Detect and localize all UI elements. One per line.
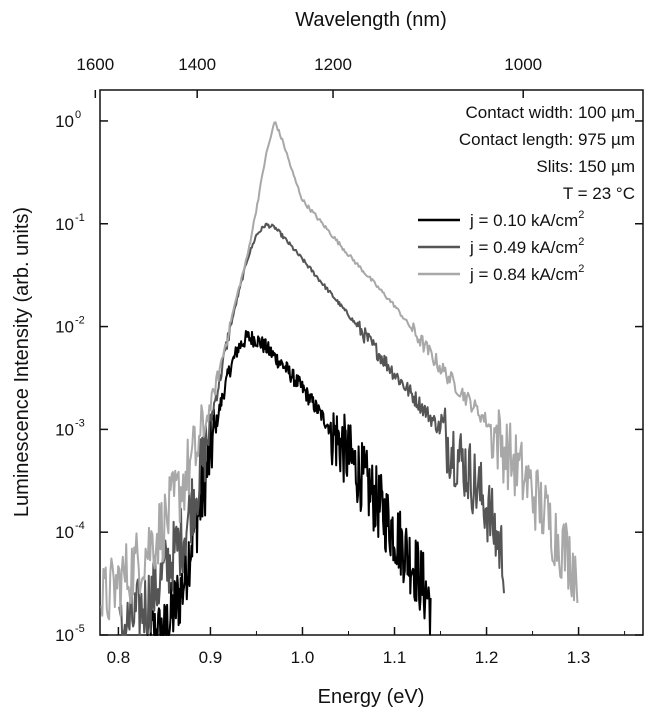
y-tick-exponent: -2 [75,315,85,327]
y-tick-label: 10 [55,420,74,439]
x-tick-label: 0.9 [199,648,223,667]
y-tick-label: 10 [55,112,74,131]
annotation-contact-width: Contact width: 100 µm [466,103,636,122]
y-tick-exponent: 0 [75,109,81,121]
y-tick-label: 10 [55,215,74,234]
top-tick-label: 1000 [504,55,542,74]
annotations: Contact width: 100 µm Contact length: 97… [459,103,635,203]
y-tick-label: 10 [55,626,74,645]
legend-label: j = 0.49 kA/cm2 [469,236,584,257]
y-tick-exponent: -5 [75,623,85,635]
x-tick-label: 0.8 [107,648,131,667]
top-tick-label: 1400 [178,55,216,74]
top-axis-ticks: 1600 1400 1200 1000 [76,55,542,98]
legend-label-superscript: 2 [578,236,584,248]
series-line-1 [118,222,505,636]
x-tick-label: 1.1 [383,648,407,667]
annotation-contact-length: Contact length: 975 µm [459,130,635,149]
top-axis-title: Wavelength (nm) [295,9,447,31]
legend-label: j = 0.84 kA/cm2 [469,263,584,284]
legend: j = 0.10 kA/cm2 j = 0.49 kA/cm2 j = 0.84 k… [418,209,584,284]
x-tick-label: 1.3 [567,648,591,667]
y-tick-exponent: -1 [75,212,85,224]
top-tick-label: 1200 [314,55,352,74]
x-axis-title: Energy (eV) [318,686,425,708]
series-lines [100,121,579,636]
x-tick-label: 1.0 [291,648,315,667]
y-tick-label: 10 [55,318,74,337]
x-axis-ticks: 0.8 0.9 1.0 1.1 1.2 1.3 [107,627,626,667]
annotation-temperature: T = 23 °C [563,184,635,203]
x-tick-label: 1.2 [475,648,499,667]
y-tick-label: 10 [55,523,74,542]
plot-area [99,89,644,636]
series-line-2 [100,121,579,621]
y-tick-exponent: -4 [75,520,85,532]
top-tick-label: 1600 [76,55,114,74]
legend-label: j = 0.10 kA/cm2 [469,209,584,230]
legend-label-superscript: 2 [578,209,584,221]
y-tick-exponent: -3 [75,417,85,429]
y-axis-title: Luminescence Intensity (arb. units) [11,207,33,517]
annotation-slits: Slits: 150 µm [536,157,635,176]
legend-label-superscript: 2 [578,263,584,275]
